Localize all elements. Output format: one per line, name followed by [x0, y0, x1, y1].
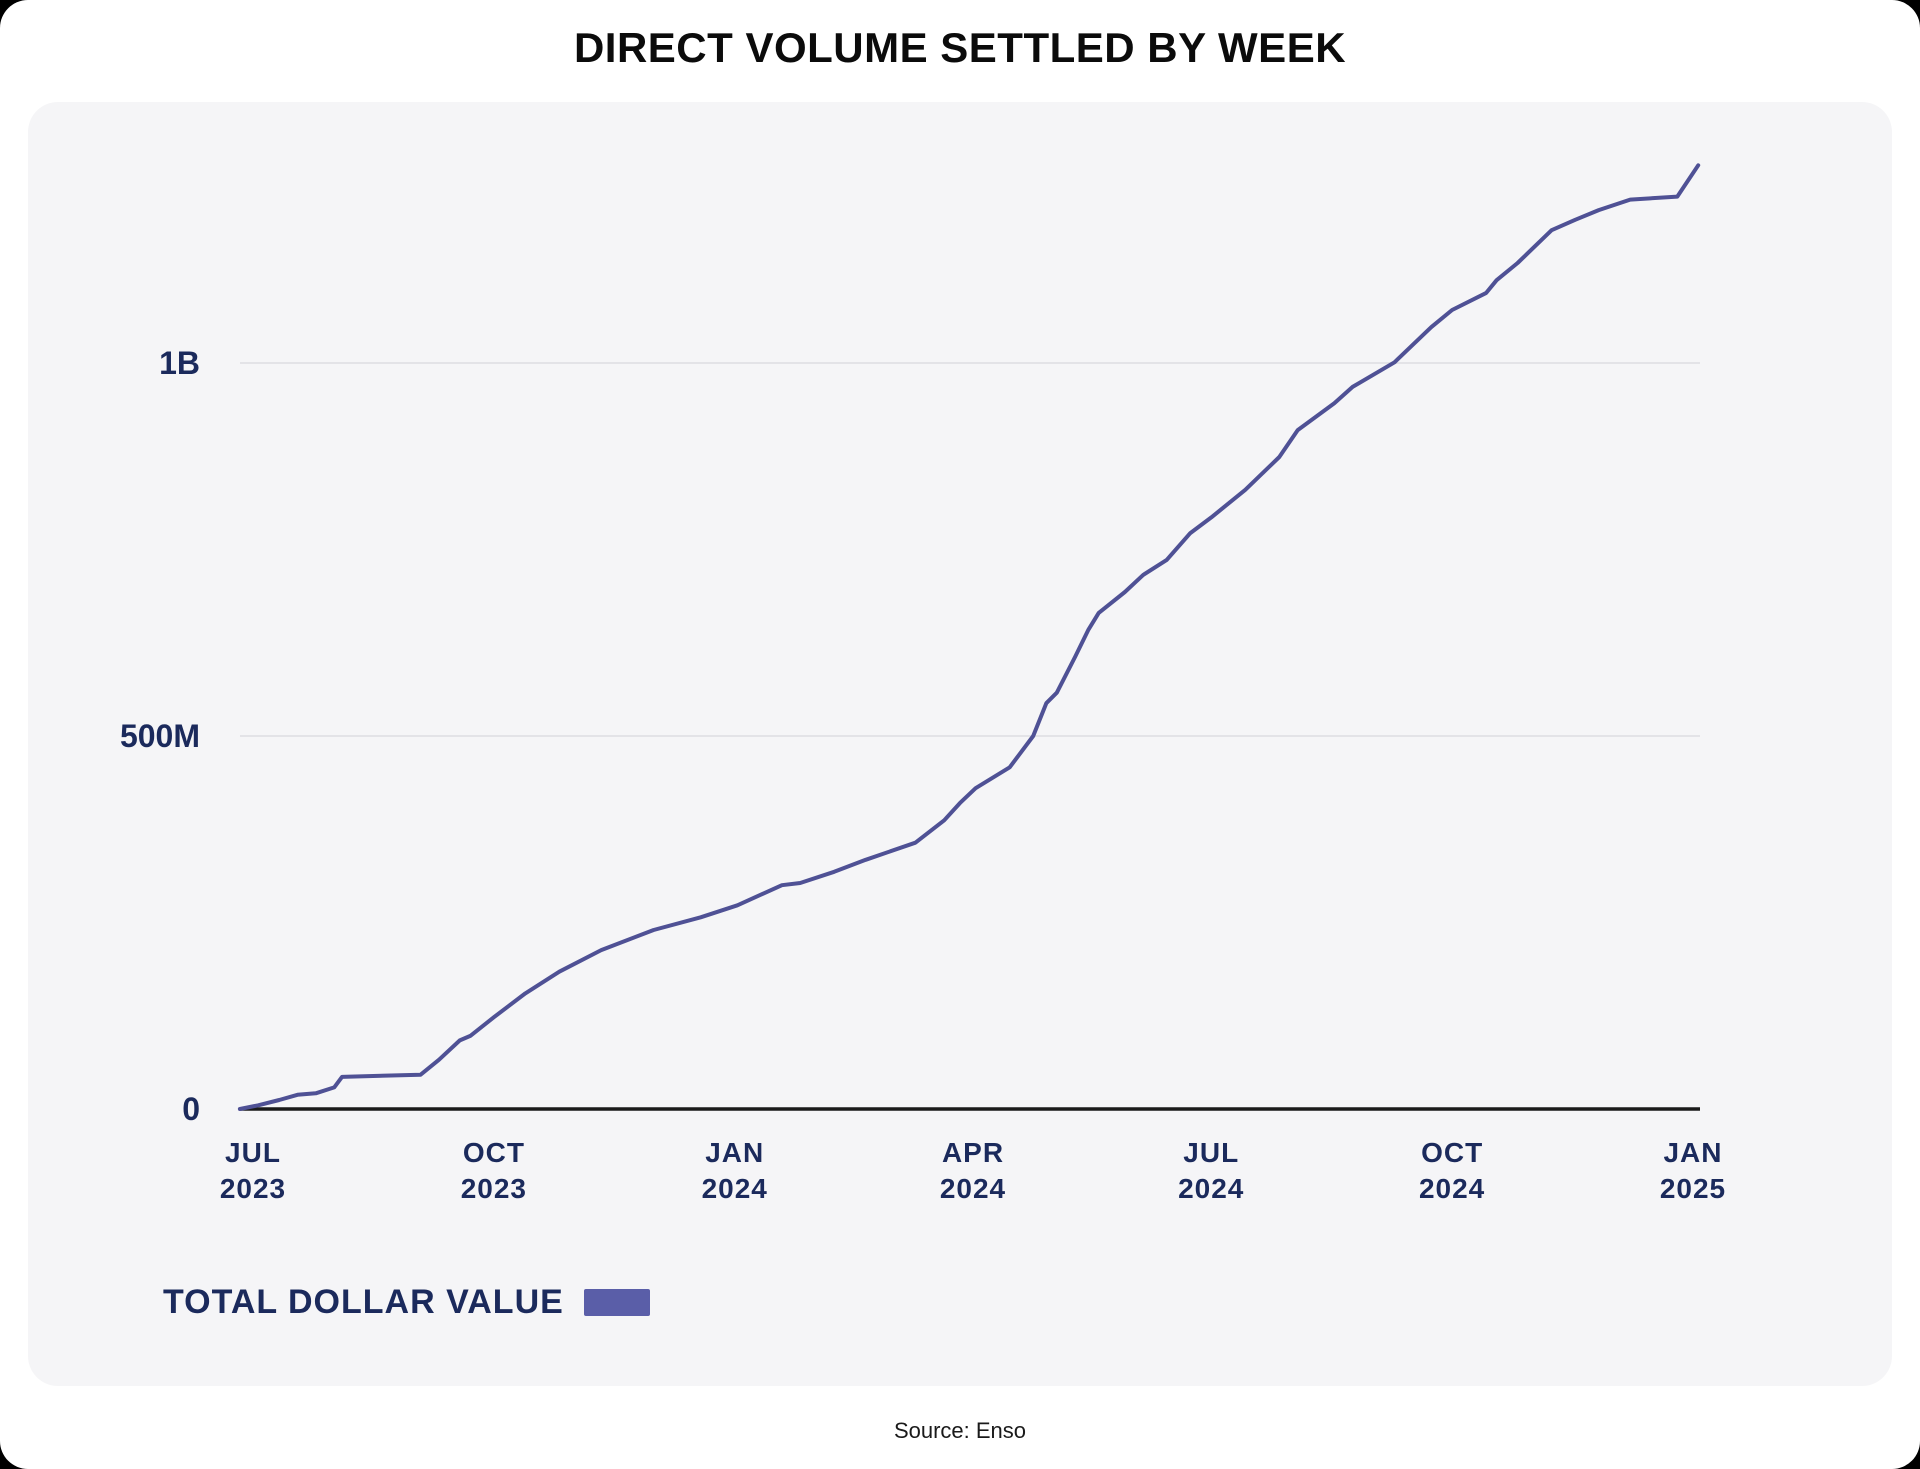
x-tick-year-jul-2023: 2023: [220, 1173, 286, 1204]
source-text: Source: Enso: [893, 1418, 1027, 1443]
chart-title: DIRECT VOLUME SETTLED BY WEEK: [573, 24, 1347, 71]
x-tick-month-oct-2023: OCT: [463, 1137, 525, 1168]
chart-panel: [28, 102, 1892, 1386]
y-tick-label-500m: 500M: [120, 718, 200, 754]
x-tick-month-oct-2024: OCT: [1421, 1137, 1483, 1168]
x-tick-month-apr-2024: APR: [942, 1137, 1004, 1168]
x-tick-month-jul-2024: JUL: [1183, 1137, 1239, 1168]
legend-swatch: [583, 1289, 650, 1316]
chart-legend: TOTAL DOLLAR VALUE: [163, 1283, 650, 1322]
y-tick-label-0: 0: [182, 1091, 200, 1127]
x-tick-month-jan-2025: JAN: [1663, 1137, 1722, 1168]
x-tick-year-apr-2024: 2024: [940, 1173, 1006, 1204]
x-axis-labels: JUL 2023 OCT 2023 JAN 2024 APR 2024 JUL 2024 OCT 20…: [220, 1137, 1726, 1204]
gridlines: [240, 362, 1700, 737]
x-tick-year-oct-2023: 2023: [461, 1173, 527, 1204]
x-tick-month-jul-2023: JUL: [225, 1137, 281, 1168]
series-lines: [237, 163, 1701, 1111]
y-axis-labels: 0 500M 1B: [120, 345, 200, 1127]
x-tick-year-jan-2025: 2025: [1660, 1173, 1726, 1204]
x-tick-year-jan-2024: 2024: [702, 1173, 768, 1204]
total-dollar-value-line: [237, 163, 1701, 1111]
y-tick-label-1b: 1B: [159, 345, 200, 381]
x-tick-year-oct-2024: 2024: [1419, 1173, 1485, 1204]
x-tick-month-jan-2024: JAN: [705, 1137, 764, 1168]
legend-label: TOTAL DOLLAR VALUE: [163, 1283, 564, 1321]
x-tick-year-jul-2024: 2024: [1178, 1173, 1244, 1204]
